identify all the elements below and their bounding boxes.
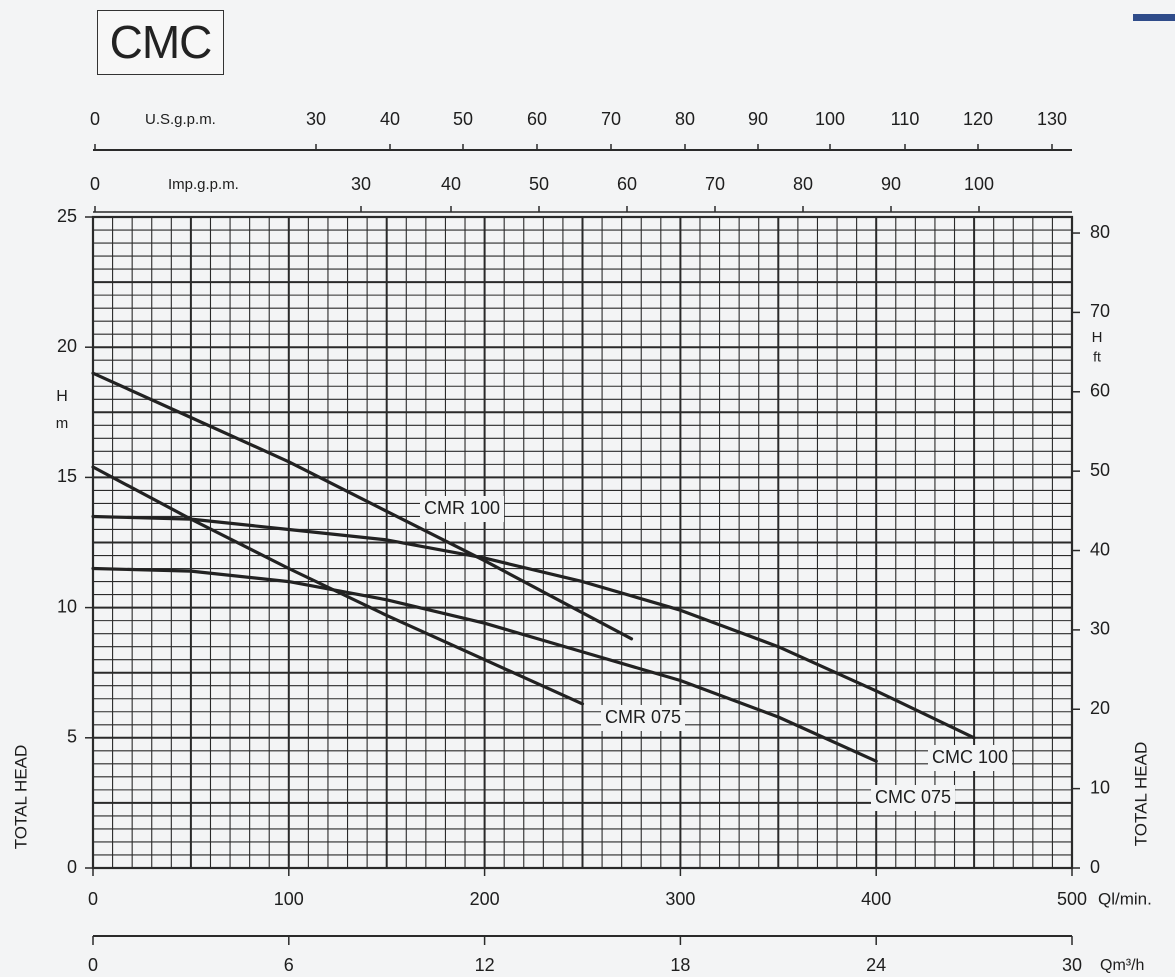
y-right-unit-label: H xyxy=(1092,329,1103,346)
y-left-tick-label: 25 xyxy=(57,206,77,226)
series-curve-0 xyxy=(91,371,634,641)
top-usgpm-tick-label: 100 xyxy=(815,109,845,129)
series-label-backdrop xyxy=(601,705,685,731)
series-curve-1 xyxy=(91,465,585,706)
x2-tick-label: 24 xyxy=(866,955,886,975)
top-impgpm-tick-label: 60 xyxy=(617,174,637,194)
top-usgpm-tick-label: 130 xyxy=(1037,109,1067,129)
x-tick-label: 100 xyxy=(274,889,304,909)
x2-tick-label: 18 xyxy=(670,955,690,975)
top-usgpm-tick-label: 120 xyxy=(963,109,993,129)
y-right-tick-label: 50 xyxy=(1090,460,1110,480)
y-right-tick-label: 80 xyxy=(1090,222,1110,242)
top-impgpm-tick-label: 30 xyxy=(351,174,371,194)
corner-accent-bar xyxy=(1133,14,1175,21)
series-label: CMR 100 xyxy=(424,498,500,518)
y-left-unit-label: m xyxy=(56,415,69,432)
series-label-backdrop xyxy=(871,785,955,811)
top-impgpm-tick-label: 0 xyxy=(90,174,100,194)
series-label: CMC 075 xyxy=(875,787,951,807)
top-usgpm-tick-label: 60 xyxy=(527,109,547,129)
y-right-tick-label: 30 xyxy=(1090,619,1110,639)
top-usgpm-tick-label: 80 xyxy=(675,109,695,129)
y-left-tick-label: 10 xyxy=(57,596,77,616)
x2-tick-label: 6 xyxy=(284,955,294,975)
y-right-unit-label: ft xyxy=(1093,349,1101,365)
series-curve-3 xyxy=(91,566,878,763)
chart-title-box: CMC xyxy=(97,10,224,75)
x2-axis-unit-label: Qm³/h xyxy=(1100,957,1144,974)
top-impgpm-tick-label: 80 xyxy=(793,174,813,194)
top-usgpm-tick-label: 0 xyxy=(90,109,100,129)
y-right-tick-label: 60 xyxy=(1090,381,1110,401)
top-impgpm-tick-label: 70 xyxy=(705,174,725,194)
series-label: CMC 100 xyxy=(932,747,1008,767)
x-tick-label: 500 xyxy=(1057,889,1087,909)
top-usgpm-tick-label: 70 xyxy=(601,109,621,129)
y-left-unit-label: H xyxy=(56,388,68,405)
top-impgpm-tick-label: 90 xyxy=(881,174,901,194)
y-right-tick-label: 20 xyxy=(1090,698,1110,718)
y-right-tick-label: 0 xyxy=(1090,857,1100,877)
x-tick-label: 400 xyxy=(861,889,891,909)
top-usgpm-tick-label: 90 xyxy=(748,109,768,129)
y-right-tick-label: 10 xyxy=(1090,777,1110,797)
series-curve-2 xyxy=(91,514,976,740)
series-label: CMR 075 xyxy=(605,707,681,727)
y-left-axis-label: TOTAL HEAD xyxy=(11,745,30,850)
y-left-tick-label: 20 xyxy=(57,336,77,356)
top-impgpm-tick-label: 100 xyxy=(964,174,994,194)
y-left-tick-label: 0 xyxy=(67,857,77,877)
y-left-tick-label: 15 xyxy=(57,466,77,486)
y-right-tick-label: 40 xyxy=(1090,539,1110,559)
y-left-tick-label: 5 xyxy=(67,727,77,747)
y-right-tick-label: 70 xyxy=(1090,301,1110,321)
x-tick-label: 200 xyxy=(470,889,500,909)
series-label-backdrop xyxy=(928,745,1012,771)
x2-tick-label: 30 xyxy=(1062,955,1082,975)
top-impgpm-tick-label: 40 xyxy=(441,174,461,194)
x2-tick-label: 12 xyxy=(475,955,495,975)
top-impgpm-axis-label: Imp.g.p.m. xyxy=(168,176,239,193)
top-usgpm-tick-label: 110 xyxy=(891,109,920,129)
series-label-backdrop xyxy=(420,496,504,522)
x-tick-label: 300 xyxy=(665,889,695,909)
top-usgpm-axis-label: U.S.g.p.m. xyxy=(145,111,216,128)
top-impgpm-tick-label: 50 xyxy=(529,174,549,194)
top-usgpm-tick-label: 30 xyxy=(306,109,326,129)
x-tick-label: 0 xyxy=(88,889,98,909)
x2-tick-label: 0 xyxy=(88,955,98,975)
top-usgpm-tick-label: 40 xyxy=(380,109,400,129)
y-right-axis-label: TOTAL HEAD xyxy=(1131,742,1150,847)
x-axis-unit-label: Ql/min. xyxy=(1098,889,1152,908)
plot-border xyxy=(91,215,1074,870)
top-usgpm-tick-label: 50 xyxy=(453,109,473,129)
